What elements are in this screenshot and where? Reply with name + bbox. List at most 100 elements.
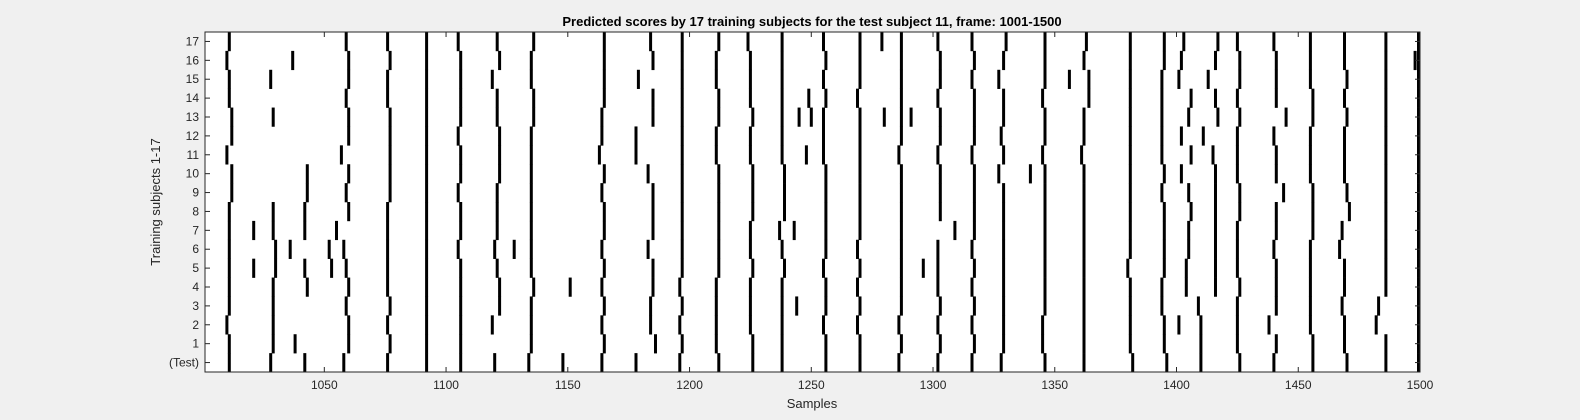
event-mark <box>1308 277 1312 297</box>
event-mark <box>1199 353 1203 373</box>
event-mark <box>651 258 655 278</box>
event-mark <box>1343 164 1346 184</box>
event-mark <box>388 183 392 203</box>
event-mark <box>602 69 606 89</box>
event-mark <box>1043 353 1047 373</box>
event-mark <box>649 315 653 335</box>
y-tick-label: 5 <box>192 261 199 275</box>
event-mark <box>809 107 813 127</box>
event-mark <box>858 164 862 184</box>
event-mark <box>227 296 231 316</box>
event-mark <box>972 50 976 71</box>
event-mark <box>1082 183 1086 203</box>
event-mark <box>344 88 348 108</box>
event-mark <box>748 220 752 241</box>
event-mark <box>347 69 351 89</box>
event-mark <box>303 258 307 278</box>
event-mark <box>899 220 903 241</box>
event-mark <box>1162 202 1166 222</box>
event-mark <box>1308 239 1312 259</box>
event-mark <box>649 296 653 316</box>
event-mark <box>1041 88 1045 108</box>
event-mark <box>936 32 940 52</box>
event-mark <box>347 277 351 297</box>
event-mark <box>921 258 925 278</box>
event-mark <box>1235 32 1239 52</box>
y-tick-label: 8 <box>192 204 199 218</box>
event-mark <box>938 50 942 71</box>
event-mark <box>897 315 901 335</box>
event-mark <box>347 50 351 71</box>
event-mark <box>822 315 825 335</box>
event-mark <box>636 69 640 89</box>
event-mark <box>1338 239 1342 259</box>
event-mark <box>1311 107 1315 127</box>
event-mark <box>899 296 903 316</box>
event-mark <box>1067 69 1071 89</box>
event-mark <box>597 145 601 165</box>
event-mark <box>600 353 604 373</box>
event-mark <box>227 277 231 297</box>
event-mark <box>1311 220 1315 241</box>
event-mark <box>1041 315 1045 335</box>
event-mark <box>532 32 536 52</box>
event-mark <box>936 88 940 108</box>
event-mark <box>602 50 606 71</box>
event-mark <box>1343 277 1346 297</box>
event-mark <box>899 107 903 127</box>
event-mark <box>529 315 533 335</box>
event-mark <box>1179 126 1183 146</box>
y-tick-label: 14 <box>186 91 200 105</box>
event-mark <box>858 334 862 354</box>
event-mark <box>1043 164 1047 184</box>
event-mark <box>780 239 784 259</box>
event-mark <box>780 88 784 108</box>
event-mark <box>305 277 309 297</box>
event-mark <box>651 50 655 71</box>
event-mark <box>227 239 231 259</box>
event-mark <box>1214 258 1217 278</box>
event-mark <box>680 32 684 52</box>
event-mark <box>822 126 825 146</box>
event-mark <box>858 107 862 127</box>
event-mark <box>459 145 463 165</box>
event-mark <box>1201 126 1205 146</box>
x-tick-label: 1450 <box>1285 378 1312 392</box>
event-mark <box>303 202 307 222</box>
event-mark <box>388 334 392 354</box>
axes: 1050 1100 1150 1200 1250 1300 1350 1400 1450 1500… <box>169 31 1434 392</box>
event-mark <box>938 107 942 127</box>
event-mark <box>495 183 499 203</box>
event-mark <box>1308 145 1312 165</box>
event-mark <box>1340 296 1344 316</box>
event-mark <box>856 315 859 335</box>
event-mark <box>529 296 533 316</box>
event-mark <box>1340 220 1344 241</box>
event-mark <box>1384 239 1388 259</box>
event-mark <box>271 334 275 354</box>
event-mark <box>1238 50 1242 71</box>
y-axis-label: Training subjects 1-17 <box>148 138 163 265</box>
event-mark <box>970 32 974 52</box>
x-tick-label: 1050 <box>311 378 338 392</box>
event-mark <box>1384 183 1388 203</box>
event-mark <box>1384 145 1388 165</box>
event-mark <box>1082 296 1086 316</box>
event-mark <box>1162 32 1166 52</box>
event-mark <box>938 126 942 146</box>
event-mark <box>305 183 309 203</box>
event-mark <box>899 239 903 259</box>
event-mark <box>1082 220 1086 241</box>
event-mark <box>1384 220 1388 241</box>
event-mark <box>425 258 429 278</box>
event-mark <box>529 145 533 165</box>
event-mark <box>858 220 862 241</box>
event-mark <box>1126 258 1130 278</box>
event-mark <box>230 164 234 184</box>
event-mark <box>972 164 976 184</box>
event-mark <box>780 296 784 316</box>
event-mark <box>1274 69 1278 89</box>
event-mark <box>1377 296 1381 316</box>
event-mark <box>1082 164 1086 184</box>
event-mark <box>1082 126 1086 146</box>
